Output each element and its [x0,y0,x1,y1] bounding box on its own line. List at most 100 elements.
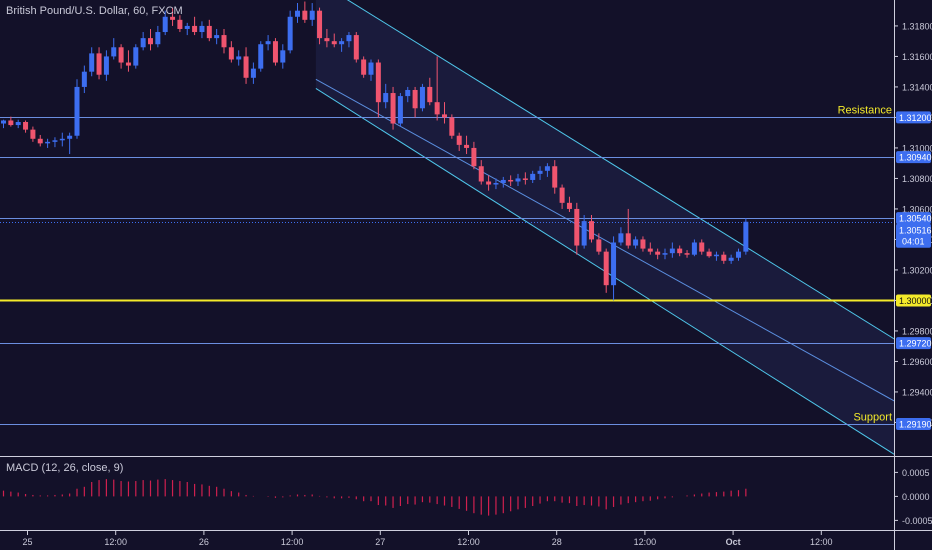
candle-body-35 [258,44,264,69]
candle-4 [30,126,36,142]
candle-19 [140,32,146,51]
candle-49 [361,56,367,78]
candle-body-45 [331,41,337,45]
time-tick-label-2: 26 [199,537,209,547]
time-tick-label-5: 12:00 [457,537,480,547]
candle-body-31 [228,47,234,60]
price-tick-label-10: 1.29800 [902,326,932,336]
candle-18 [133,44,139,69]
candle-13 [96,47,102,80]
candle-51 [375,59,381,118]
current-price-label: 1.30516 [899,226,932,236]
macd-tick-label-0: 0.0005 [902,468,930,478]
candle-body-68 [500,179,506,184]
price-tick-label-6: 1.30600 [902,204,932,214]
candle-body-43 [317,10,323,39]
candle-80 [589,215,594,243]
candle-35 [258,41,264,72]
candle-body-6 [45,141,51,144]
candle-body-96 [706,251,712,257]
candle-body-1 [8,120,14,126]
candle-100 [736,248,741,261]
candle-body-34 [250,68,256,78]
candle-body-41 [302,10,308,20]
candle-body-7 [52,140,58,142]
candle-15 [111,38,117,60]
level-label-bg-4 [896,337,931,350]
candle-body-0 [1,120,6,124]
candle-34 [250,62,256,84]
channel-line-lower [315,88,894,455]
candle-77 [566,196,572,212]
price-tick-label-4: 1.31000 [902,143,932,153]
candle-81 [596,233,602,255]
candle-33 [243,47,249,84]
candle-body-51 [375,62,381,103]
candle-body-83 [611,242,617,286]
candle-48 [353,32,359,63]
candle-body-44 [324,38,330,42]
candle-body-98 [721,254,727,261]
candle-1 [8,116,14,127]
candle-body-20 [148,38,153,45]
price-tick-label-1: 1.31600 [902,52,932,62]
price-tick-label-0: 1.31800 [902,21,932,31]
candle-85 [625,208,631,249]
candle-79 [581,215,587,249]
level-label-4: 1.29720 [899,339,932,349]
level-text-5: Support [853,412,892,424]
time-tick-label-3: 12:00 [281,537,304,547]
candle-body-10 [74,86,80,136]
price-tick-label-8: 1.30200 [902,265,932,275]
candle-body-3 [23,122,29,130]
channel-line-middle [315,78,894,402]
candle-body-87 [640,239,646,249]
candle-body-74 [544,166,550,171]
candle-body-40 [295,10,300,17]
candle-body-59 [434,102,440,115]
candle-body-24 [177,19,183,29]
candle-body-4 [30,129,36,139]
candle-body-12 [89,53,95,72]
candle-body-95 [699,242,705,252]
level-label-bg-5 [896,417,931,430]
candle-91 [669,242,675,258]
time-tick-label-7: 12:00 [634,537,657,547]
candle-30 [221,28,227,54]
candle-body-17 [125,62,131,66]
candle-body-97 [713,254,719,257]
candle-body-50 [368,62,374,75]
candle-body-85 [625,233,631,246]
current-price-label-bg [896,223,931,248]
candle-56 [412,86,418,118]
candle-body-22 [162,16,168,33]
candle-body-30 [221,35,227,48]
candle-body-75 [552,166,558,188]
candle-52 [383,83,389,109]
candle-28 [206,19,212,42]
candle-body-36 [265,41,271,45]
candle-74 [544,163,550,177]
candle-95 [699,239,705,255]
candle-body-2 [15,122,21,126]
candle-76 [559,184,565,209]
candle-body-77 [566,202,572,209]
candle-body-37 [272,41,278,63]
candle-61 [449,114,455,139]
candle-54 [397,93,403,127]
candle-9 [67,132,73,155]
candle-29 [214,28,220,45]
candle-63 [464,135,470,155]
candle-body-84 [618,233,624,243]
candle-87 [640,236,646,252]
candle-41 [302,1,308,23]
main-pane: Resistance Support [0,0,894,455]
candle-body-14 [103,56,109,75]
candle-17 [125,50,131,72]
candle-32 [236,50,242,66]
time-tick-label-6: 28 [552,537,562,547]
candle-62 [456,132,462,151]
candle-body-46 [339,41,345,45]
candle-71 [522,172,528,185]
